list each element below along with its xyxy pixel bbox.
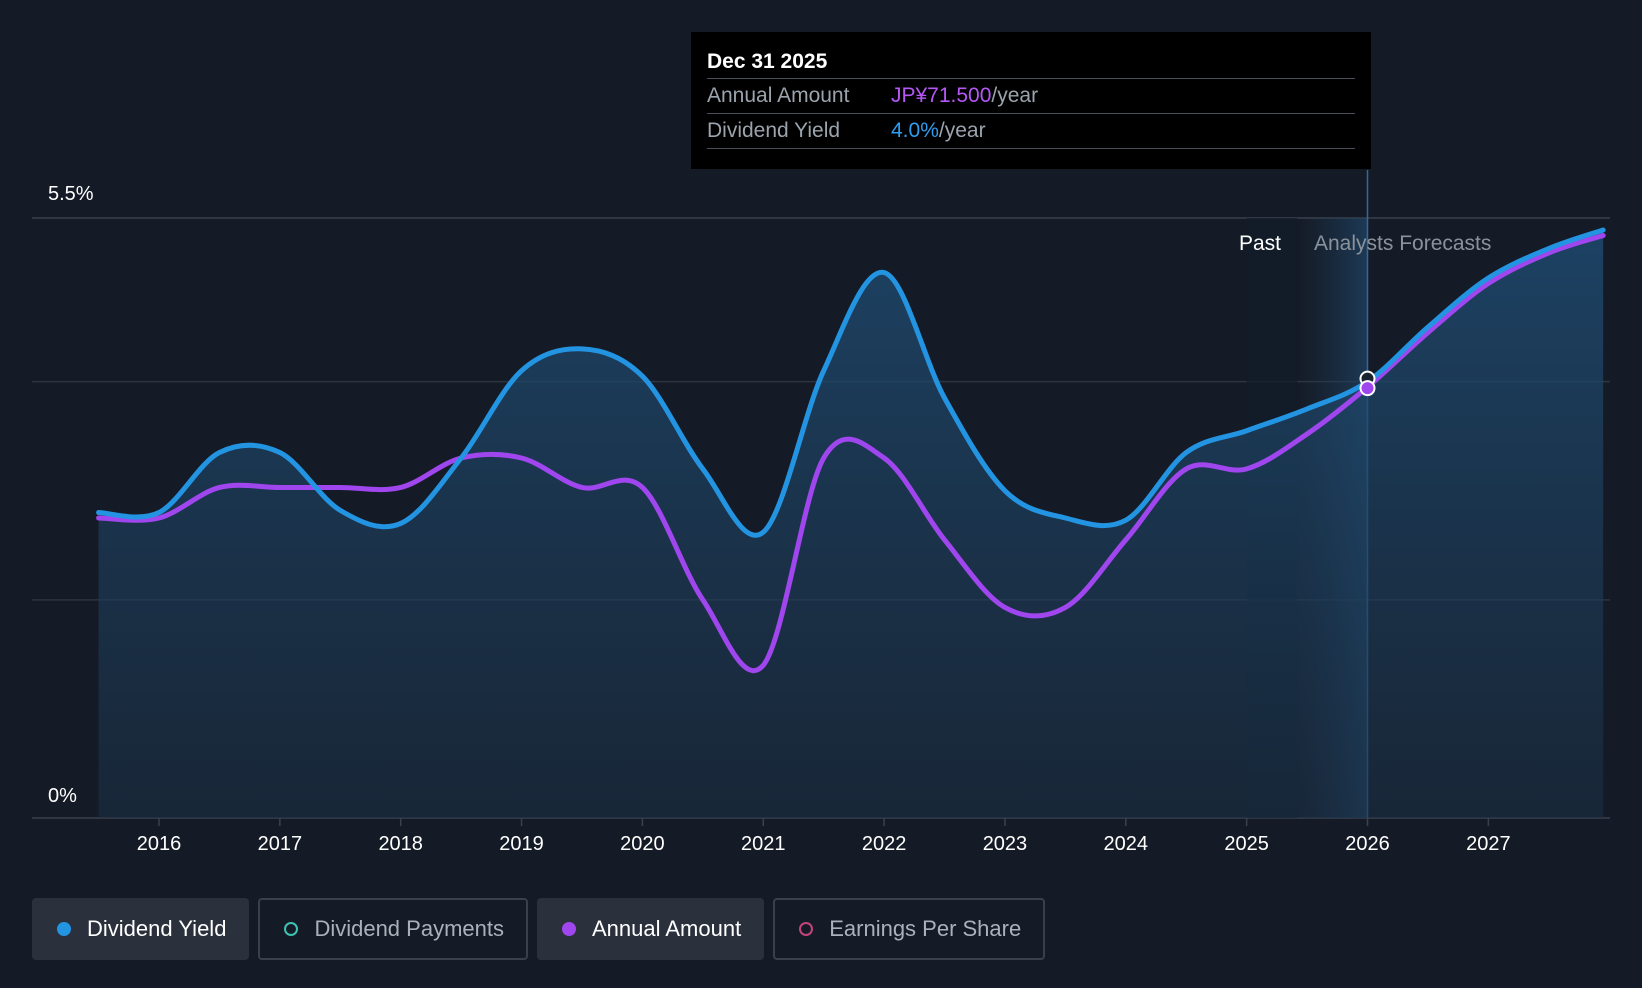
hover-markers — [1359, 370, 1376, 397]
forecast-region-label: Analysts Forecasts — [1314, 232, 1491, 255]
series-areas — [98, 230, 1604, 818]
tooltip-label: Annual Amount — [707, 84, 850, 107]
hollow-dot-icon — [284, 922, 299, 936]
legend-label: Dividend Yield — [87, 916, 227, 941]
legend-label: Annual Amount — [591, 916, 742, 941]
tooltip-unit: /year — [938, 119, 986, 142]
x-tick-label: 2016 — [137, 833, 182, 855]
annual-amount-marker — [1359, 380, 1376, 397]
legend-dividend-yield[interactable]: Dividend Yield — [32, 898, 250, 960]
series-line-dividend-yield — [96, 227, 1606, 538]
hollow-dot-icon — [799, 922, 814, 936]
x-tick-label: 2021 — [741, 833, 786, 855]
legend-dividend-payments[interactable]: Dividend Payments — [258, 898, 528, 960]
tooltip-value: 4.0% — [891, 119, 939, 142]
series-area-dividend-yield — [98, 230, 1604, 818]
x-tick-label: 2026 — [1345, 833, 1390, 855]
x-tick-label: 2019 — [499, 833, 544, 855]
x-tick-label: 2018 — [378, 833, 423, 855]
filled-dot-icon — [57, 922, 71, 936]
legend-earnings-per-share[interactable]: Earnings Per Share — [773, 898, 1046, 960]
past-region-label: Past — [1239, 232, 1281, 255]
filled-dot-icon — [561, 922, 576, 936]
tooltip-unit: /year — [991, 84, 1039, 107]
y-axis-min-label: 0% — [48, 785, 77, 807]
series-lines — [96, 227, 1606, 674]
axis-labels: 5.5% 0% 2016 2017 2018 2019 2020 2021 2022 2023 20… — [48, 183, 1511, 855]
x-tick-label: 2025 — [1224, 833, 1269, 855]
chart-legend: Dividend Yield Dividend Payments Annual … — [32, 898, 1046, 960]
tooltip-row-dividend-yield: Dividend Yield 4.0% /year — [707, 113, 1355, 149]
legend-annual-amount[interactable]: Annual Amount — [536, 898, 765, 960]
tooltip-label: Dividend Yield — [707, 119, 841, 142]
x-tick-label: 2024 — [1104, 833, 1149, 855]
tooltip-date: Dec 31 2025 — [707, 50, 828, 73]
x-tick-label: 2017 — [258, 833, 303, 855]
x-tick-label: 2020 — [620, 833, 665, 855]
legend-label: Earnings Per Share — [829, 916, 1022, 941]
legend-label: Dividend Payments — [314, 916, 504, 941]
series-line-annual-amount — [96, 232, 1606, 674]
y-axis-max-label: 5.5% — [48, 183, 94, 205]
hover-tooltip: Dec 31 2025 Annual Amount JP¥71.500 /yea… — [691, 32, 1371, 169]
tooltip-row-annual-amount: Annual Amount JP¥71.500 /year — [707, 78, 1355, 113]
x-tick-label: 2023 — [983, 833, 1028, 855]
x-tick-label: 2022 — [862, 833, 907, 855]
tooltip-value: JP¥71.500 — [891, 84, 992, 107]
x-tick-label: 2027 — [1466, 833, 1511, 855]
